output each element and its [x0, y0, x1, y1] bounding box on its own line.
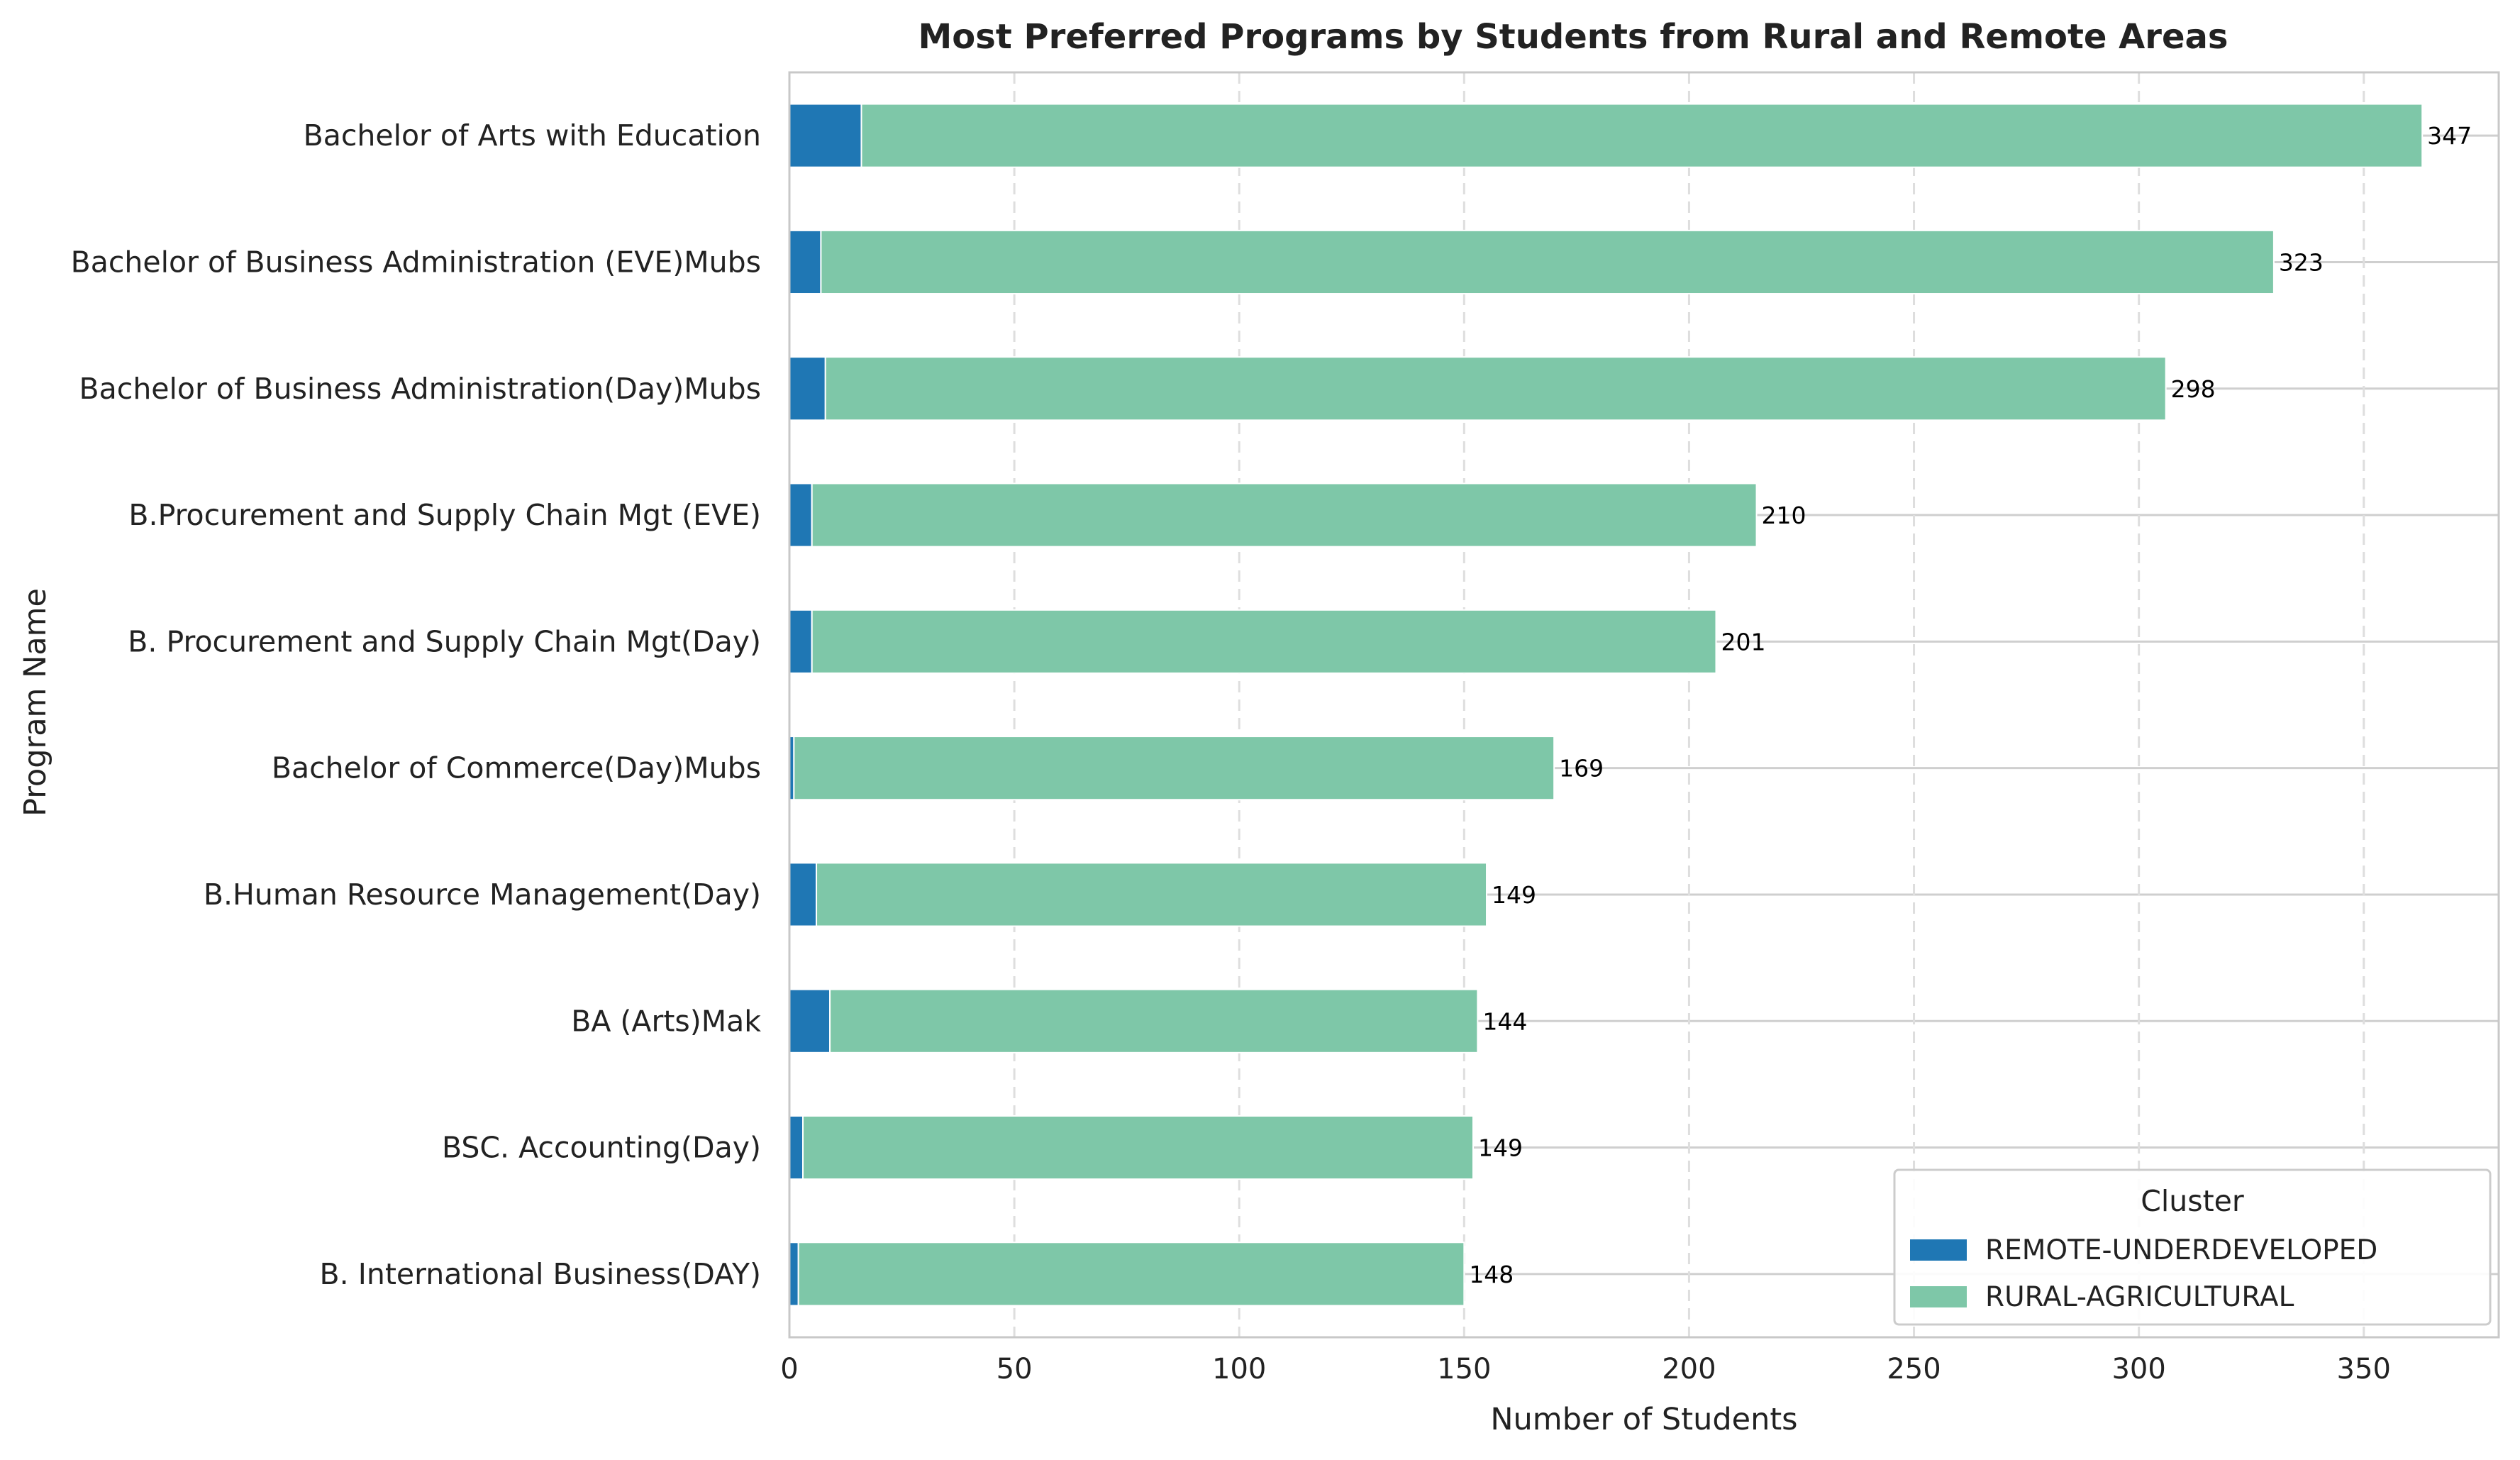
bar-segment-remote-underdeveloped	[789, 1241, 799, 1307]
chart-title: Most Preferred Programs by Students from…	[918, 17, 2228, 57]
plot-area: 05010015020025030035016347Bachelor of Ar…	[71, 71, 2500, 1386]
x-tick-label: 350	[2337, 1353, 2391, 1386]
bar-segment-remote-underdeveloped	[789, 482, 813, 548]
bar-segment-remote-underdeveloped	[789, 609, 813, 674]
bar-segment-rural-agricultural	[802, 1115, 1475, 1180]
data-label: 149	[1478, 1134, 1523, 1162]
x-tick-label: 100	[1212, 1353, 1266, 1386]
data-label: 149	[1492, 881, 1536, 909]
x-axis-label: Number of Students	[1490, 1402, 1797, 1437]
bar-segment-rural-agricultural	[829, 988, 1479, 1053]
y-axis-label: Program Name	[18, 588, 53, 817]
y-tick-label: B. Procurement and Supply Chain Mgt(Day)	[128, 624, 761, 658]
bar-segment-rural-agricultural	[811, 482, 1758, 548]
y-tick-label: B.Procurement and Supply Chain Mgt (EVE)	[128, 498, 761, 532]
legend-swatch	[1910, 1286, 1967, 1307]
x-tick-label: 250	[1887, 1353, 1941, 1386]
y-tick-label: B.Human Resource Management(Day)	[204, 878, 761, 912]
bar-segment-remote-underdeveloped	[789, 988, 831, 1053]
legend-entry: RURAL-AGRICULTURAL	[1985, 1281, 2294, 1313]
bar-segment-rural-agricultural	[797, 1241, 1465, 1307]
x-tick-label: 200	[1662, 1353, 1716, 1386]
y-tick-label: Bachelor of Business Administration (EVE…	[71, 245, 761, 279]
data-label: 201	[1721, 628, 1765, 656]
bar-segment-remote-underdeveloped	[789, 229, 822, 295]
data-label: 148	[1469, 1261, 1514, 1288]
legend-title: Cluster	[2141, 1184, 2244, 1218]
data-label: 169	[1559, 755, 1604, 782]
bar-segment-rural-agricultural	[860, 103, 2424, 168]
legend: Cluster REMOTE-UNDERDEVELOPED RURAL-AGRICU…	[1893, 1168, 2492, 1326]
legend-entry: REMOTE-UNDERDEVELOPED	[1985, 1234, 2377, 1266]
bar-segment-remote-underdeveloped	[789, 356, 826, 421]
x-tick-label: 150	[1437, 1353, 1491, 1386]
plot-frame	[788, 71, 2500, 1339]
data-label: 347	[2427, 122, 2472, 150]
y-tick-label: BSC. Accounting(Day)	[442, 1131, 761, 1165]
bar-segment-remote-underdeveloped	[789, 103, 862, 168]
bar-segment-remote-underdeveloped	[789, 862, 818, 927]
y-tick-label: Bachelor of Arts with Education	[304, 118, 761, 153]
bar-segment-rural-agricultural	[824, 356, 2167, 421]
y-tick-label: Bachelor of Commerce(Day)Mubs	[272, 751, 761, 785]
bar-segment-remote-underdeveloped	[789, 1115, 804, 1180]
x-tick-label: 300	[2111, 1353, 2165, 1386]
data-label: 210	[1762, 502, 1806, 529]
y-tick-label: Bachelor of Business Administration(Day)…	[79, 372, 761, 406]
x-tick-label: 0	[780, 1353, 798, 1386]
legend-swatch	[1910, 1239, 1967, 1261]
data-label: 298	[2171, 375, 2216, 403]
bar-segment-rural-agricultural	[811, 609, 1717, 674]
data-label: 323	[2279, 248, 2324, 276]
bar-segment-rural-agricultural	[793, 736, 1555, 801]
y-tick-label: BA (Arts)Mak	[571, 1004, 761, 1038]
bar-segment-rural-agricultural	[816, 862, 1488, 927]
legend-box	[1893, 1168, 2492, 1326]
y-tick-label: B. International Business(DAY)	[320, 1257, 761, 1291]
data-label: 144	[1482, 1007, 1527, 1035]
x-tick-label: 50	[997, 1353, 1033, 1386]
bar-segment-rural-agricultural	[820, 229, 2275, 295]
